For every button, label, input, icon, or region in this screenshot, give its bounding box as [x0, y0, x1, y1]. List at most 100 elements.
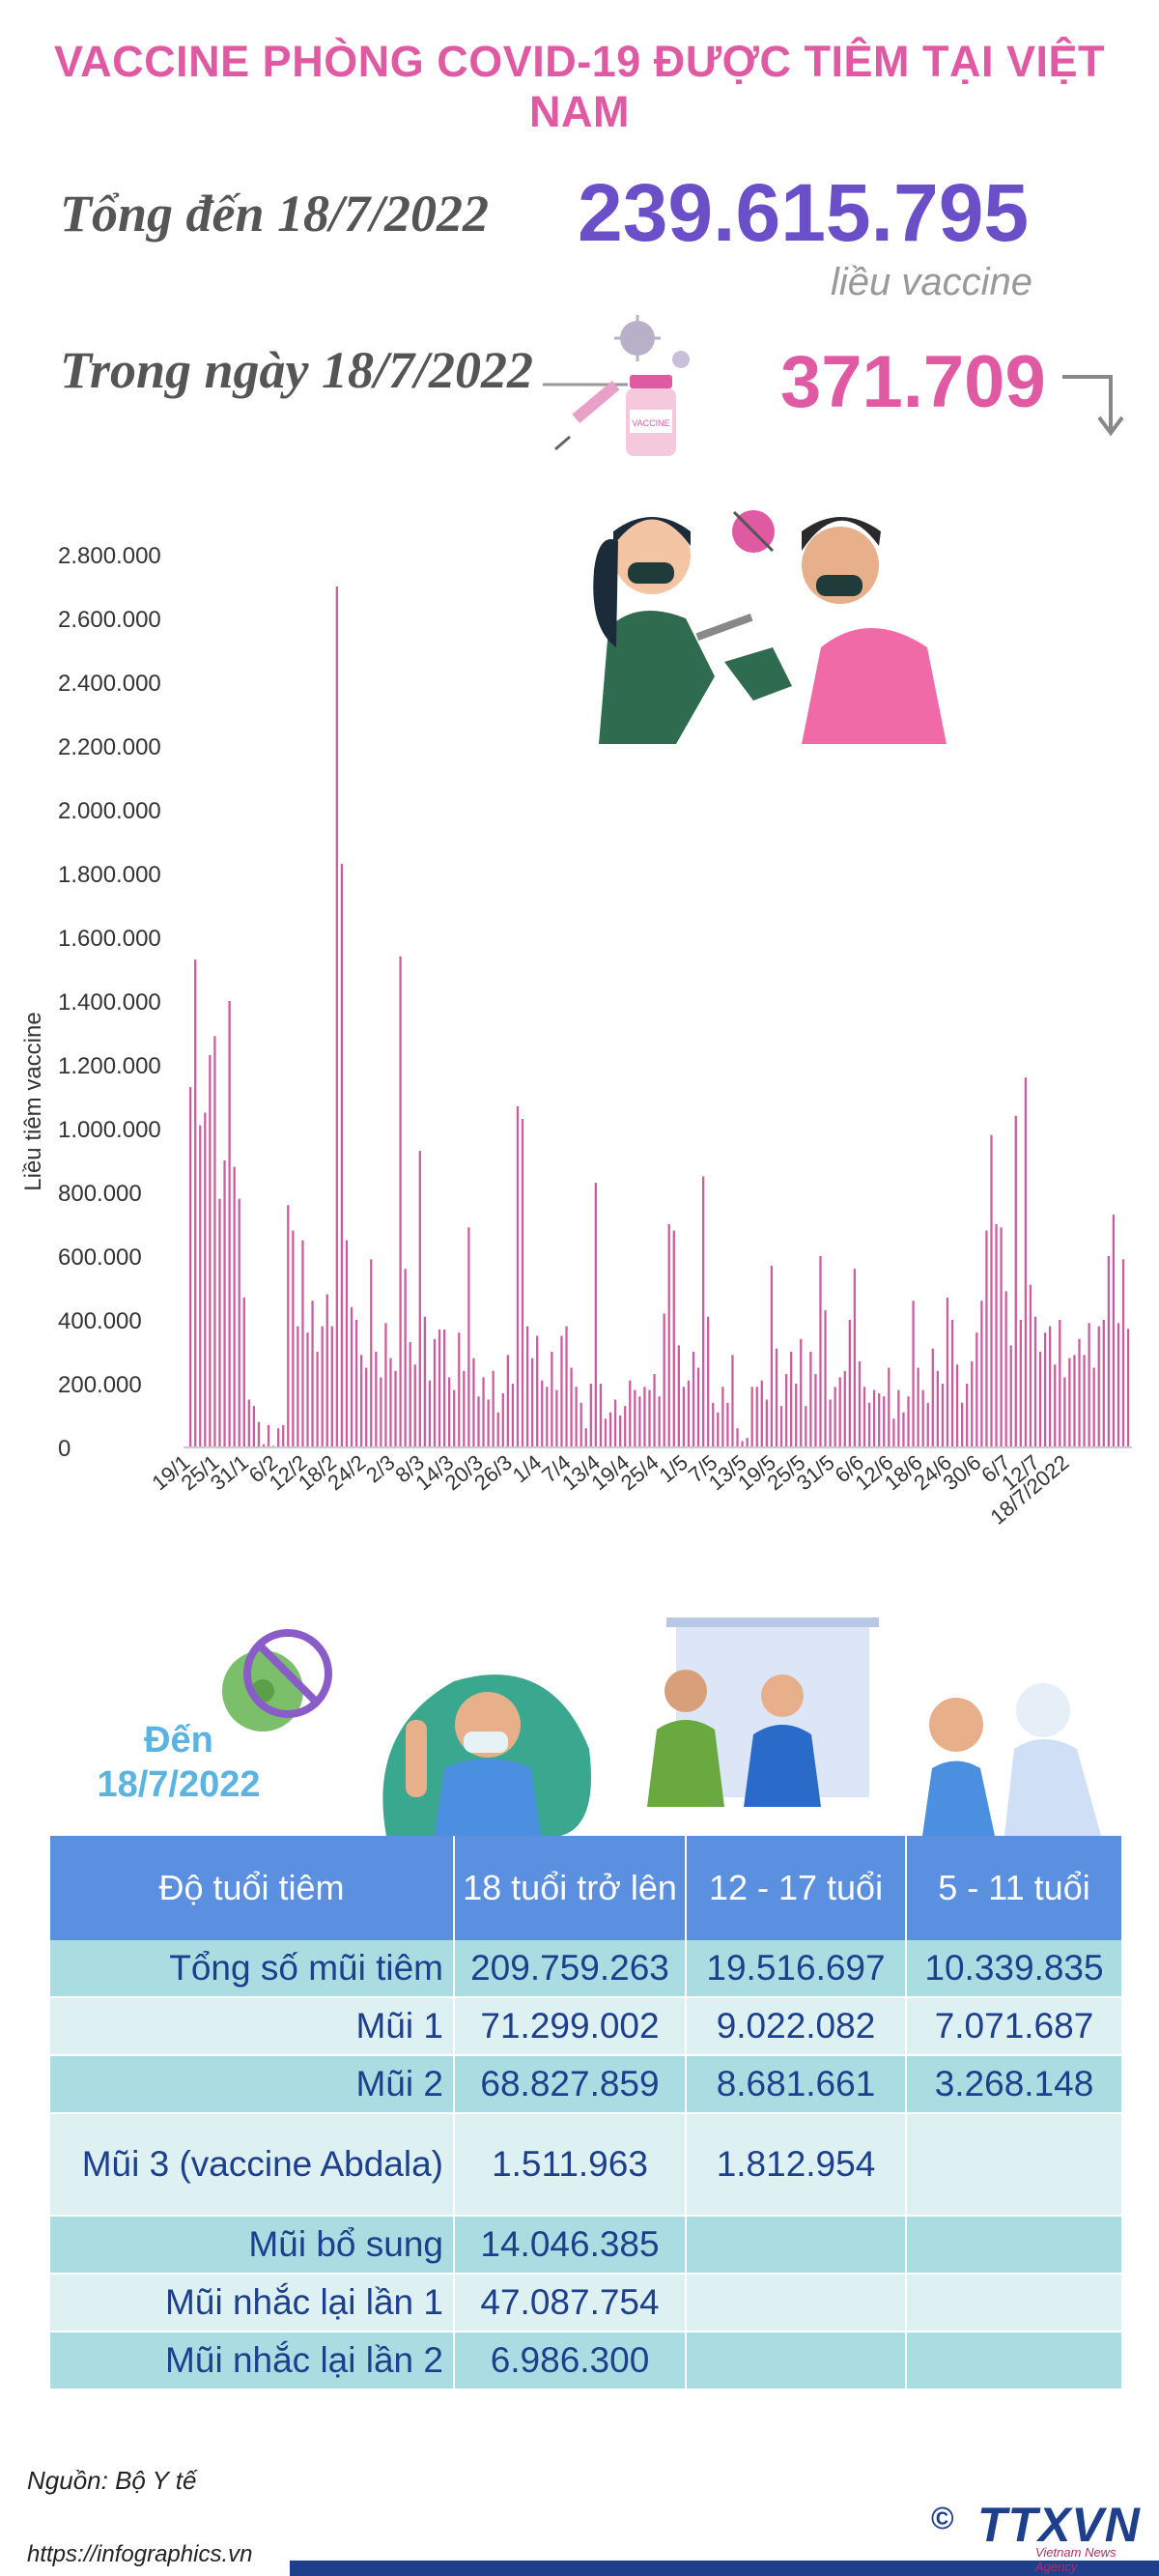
bar — [380, 1377, 382, 1447]
footer-link[interactable]: https://infographics.vn — [27, 2541, 253, 2567]
bar — [672, 1230, 675, 1447]
bar — [613, 1399, 617, 1447]
header-age: Độ tuổi tiêm — [50, 1836, 455, 1940]
bar — [433, 1338, 437, 1447]
bar — [1117, 1323, 1120, 1447]
bar — [775, 1348, 778, 1447]
bar — [1121, 1259, 1125, 1447]
bar — [404, 1269, 407, 1447]
bar — [961, 1402, 964, 1447]
bar — [971, 1360, 974, 1447]
y-tick-label: 200.000 — [58, 1372, 142, 1398]
bar — [888, 1367, 890, 1447]
bar — [814, 1374, 817, 1447]
y-tick-label: 0 — [58, 1436, 71, 1462]
bar — [292, 1230, 295, 1447]
bar — [458, 1332, 461, 1447]
bar — [399, 956, 402, 1447]
bar — [223, 1160, 226, 1447]
copyright-icon: © — [931, 2501, 954, 2535]
ttxvn-logo-subtitle: Vietnam News Agency — [1035, 2545, 1117, 2574]
bar — [819, 1256, 822, 1447]
bar — [282, 1424, 285, 1447]
bar — [1102, 1320, 1105, 1447]
bar — [1038, 1352, 1042, 1447]
bars — [189, 587, 1130, 1447]
bar — [252, 1406, 256, 1447]
bar — [472, 1358, 475, 1447]
total-unit: liều vaccine — [831, 261, 1033, 303]
y-tick-label: 2.800.000 — [58, 543, 161, 569]
bar — [394, 1370, 397, 1447]
bar — [1009, 1345, 1012, 1447]
bar — [350, 1306, 353, 1447]
y-tick-label: 2.400.000 — [58, 671, 161, 697]
table-row: Mũi bổ sung 14.046.385 — [50, 2216, 1123, 2275]
bar — [829, 1399, 832, 1447]
bar — [1043, 1332, 1047, 1447]
bar — [189, 1087, 192, 1447]
bar — [721, 1387, 724, 1447]
bar — [892, 1418, 895, 1447]
table-row: Mũi 2 68.827.859 8.681.661 3.268.148 — [50, 2055, 1123, 2114]
bar — [936, 1370, 939, 1447]
child-vaccination-illustration — [922, 1683, 1101, 1836]
header-12-17: 12 - 17 tuổi — [686, 1836, 907, 1940]
bar — [746, 1438, 749, 1447]
cell-12-17 — [686, 2332, 907, 2390]
y-tick-label: 400.000 — [58, 1308, 142, 1334]
bar — [800, 1338, 803, 1447]
cell-12-17: 1.812.954 — [686, 2113, 907, 2217]
bar — [370, 1259, 373, 1447]
bar — [663, 1313, 665, 1447]
bar — [741, 1441, 744, 1447]
mask-icon — [628, 562, 674, 584]
bar — [306, 1332, 309, 1447]
bar — [321, 1326, 324, 1447]
row-label: Mũi bổ sung — [50, 2216, 455, 2275]
bar — [946, 1297, 949, 1447]
bar — [1014, 1115, 1017, 1447]
bar — [1049, 1326, 1052, 1447]
bar — [501, 1392, 504, 1447]
row-label: Mũi nhắc lại lần 1 — [50, 2274, 455, 2333]
table-row: Mũi 1 71.299.002 9.022.082 7.071.687 — [50, 1997, 1123, 2056]
bar — [477, 1396, 480, 1447]
bar — [653, 1374, 656, 1447]
bar — [1004, 1291, 1007, 1447]
bar — [1083, 1355, 1086, 1447]
bar — [1097, 1326, 1100, 1447]
bar — [262, 1444, 266, 1447]
bar — [990, 1134, 993, 1447]
bar — [712, 1402, 715, 1447]
bar — [883, 1396, 886, 1447]
cell-5-11 — [906, 2332, 1123, 2390]
bar — [955, 1364, 959, 1447]
y-tick-label: 2.000.000 — [58, 798, 161, 824]
bar — [779, 1406, 783, 1447]
bar — [340, 864, 344, 1447]
table-row: Tổng số mũi tiêm 209.759.263 19.516.697 … — [50, 1940, 1123, 1998]
bar — [1059, 1320, 1061, 1447]
cell-5-11: 10.339.835 — [906, 1940, 1123, 1998]
cell-12-17 — [686, 2274, 907, 2333]
bar — [453, 1389, 456, 1447]
vaccination-table: Độ tuổi tiêm 18 tuổi trở lên 12 - 17 tuổ… — [50, 1836, 1123, 2390]
source-note: Nguồn: Bộ Y tế — [27, 2466, 197, 2495]
patient-body — [802, 628, 947, 744]
cell-5-11: 7.071.687 — [906, 1997, 1123, 2056]
x-axis-ticks: 19/125/131/16/212/218/224/22/38/314/320/… — [147, 1450, 1073, 1530]
bar — [824, 1310, 827, 1447]
bar — [506, 1355, 509, 1447]
bar — [634, 1389, 636, 1447]
bar — [599, 1384, 603, 1447]
bar — [541, 1380, 544, 1447]
bar — [658, 1396, 661, 1447]
bar — [643, 1387, 646, 1447]
mask-icon — [464, 1732, 508, 1753]
bar — [580, 1402, 582, 1447]
vial-icon: VACCINE — [626, 375, 676, 456]
bar — [1000, 1227, 1003, 1447]
cell-12-17 — [686, 2216, 907, 2275]
cell-5-11 — [906, 2216, 1123, 2275]
